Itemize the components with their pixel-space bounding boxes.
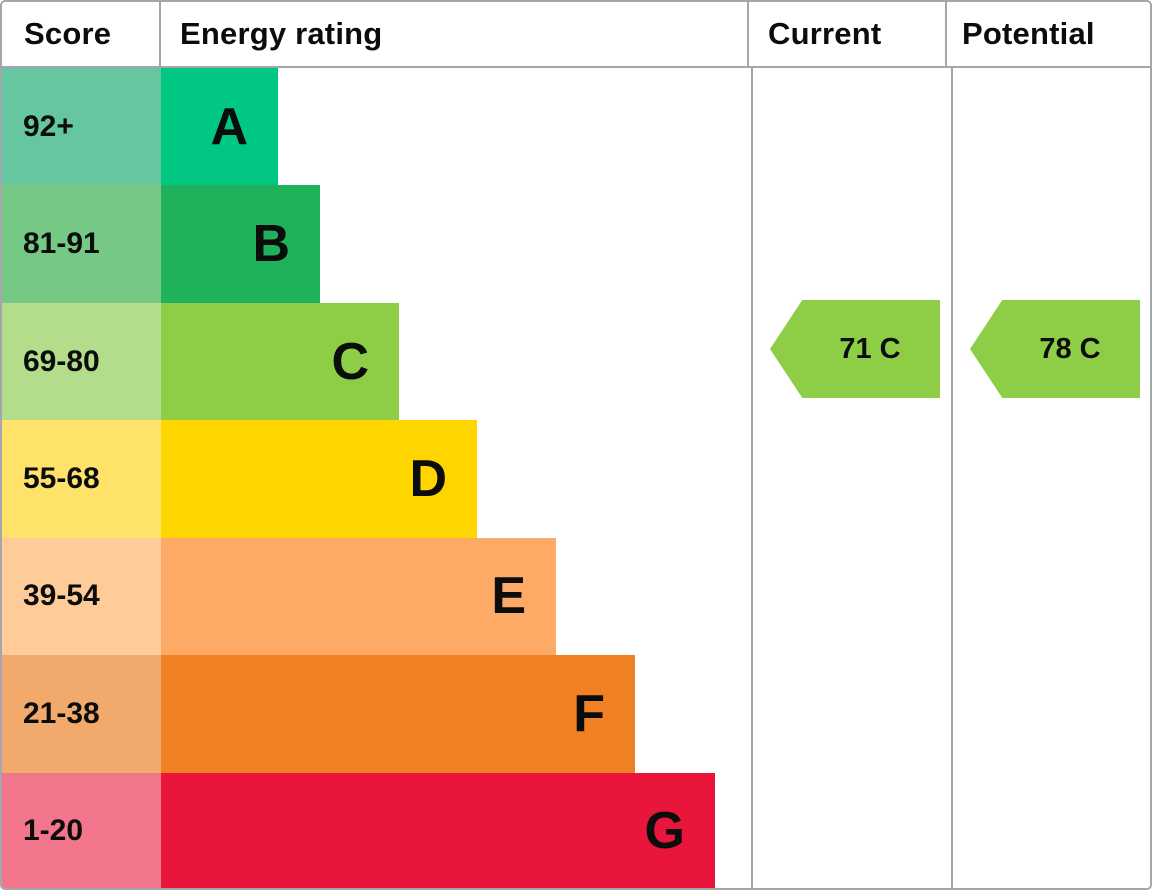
band-row: 92+ A (2, 68, 751, 186)
band-row: 39-54 E (2, 537, 751, 656)
band-letter: E (491, 567, 526, 626)
band-score-range: 81-91 (2, 185, 161, 303)
band-score-range: 92+ (2, 68, 161, 186)
band-letter: D (409, 449, 447, 508)
current-column-header: Current (749, 2, 947, 66)
band-bar: A (161, 68, 278, 186)
band-bar: G (161, 772, 715, 888)
potential-column (951, 68, 1150, 888)
band-score-range: 21-38 (2, 655, 161, 773)
potential-column-header: Potential (962, 16, 1095, 51)
chart-body: 92+ A 81-91 B 69-80 C 55-68 D 39-54 E 21… (2, 68, 1150, 888)
band-score-range: 55-68 (2, 420, 161, 538)
band-letter: F (573, 684, 605, 743)
current-rating-arrow: 71 C (770, 300, 940, 398)
band-bar: D (161, 420, 477, 538)
band-bar: C (161, 302, 399, 421)
band-letter: B (252, 215, 290, 274)
energy-rating-column-header: Energy rating (161, 2, 749, 66)
potential-rating-arrow: 78 C (970, 300, 1140, 398)
band-row: 81-91 B (2, 185, 751, 303)
band-score-range: 69-80 (2, 302, 161, 421)
band-letter: A (210, 97, 248, 156)
bands: 92+ A 81-91 B 69-80 C 55-68 D 39-54 E 21… (2, 68, 751, 888)
score-column-header: Score (2, 2, 161, 66)
band-bar: B (161, 185, 320, 303)
current-rating-value: 71 C (839, 332, 901, 365)
band-letter: C (331, 332, 369, 391)
band-row: 21-38 F (2, 655, 751, 773)
band-bar: F (161, 655, 635, 773)
band-letter: G (644, 802, 685, 861)
chart-header-row: Score Energy rating Current Potential (2, 2, 1150, 68)
current-column (751, 68, 951, 888)
potential-rating-value: 78 C (1039, 332, 1101, 365)
band-score-range: 39-54 (2, 537, 161, 656)
band-score-range: 1-20 (2, 772, 161, 888)
band-row: 1-20 G (2, 772, 751, 888)
band-row: 55-68 D (2, 420, 751, 538)
band-bar: E (161, 537, 556, 656)
band-row: 69-80 C (2, 302, 751, 421)
